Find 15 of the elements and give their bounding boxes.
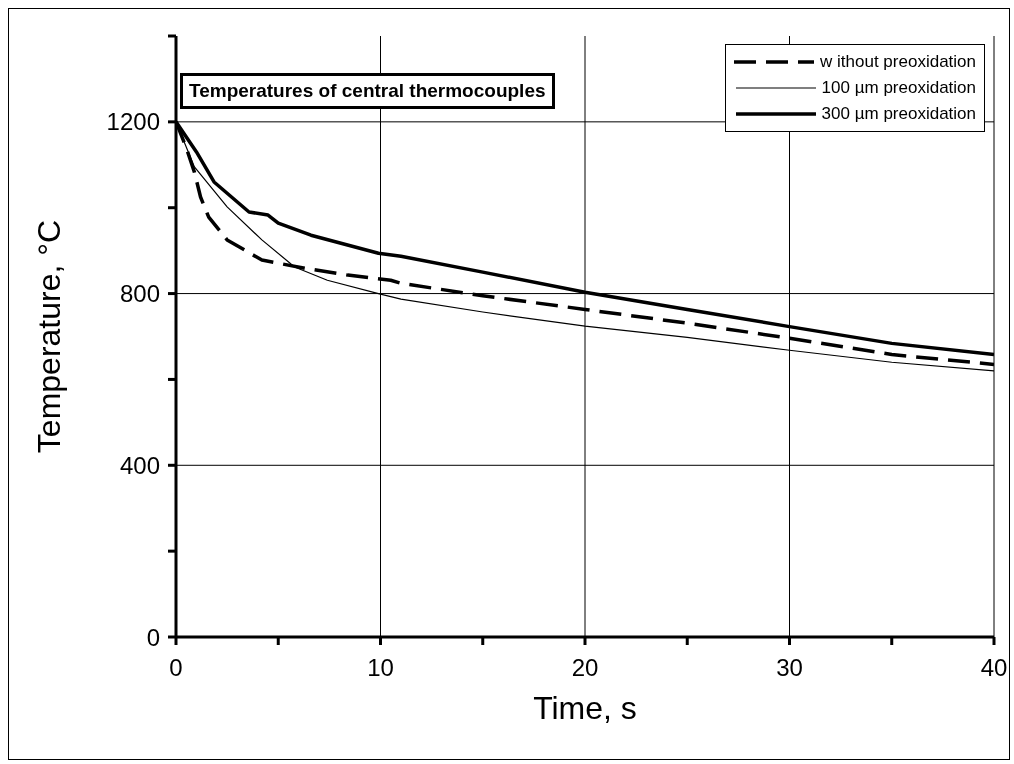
y-tick-label: 0 (146, 623, 160, 651)
x-tick-label: 0 (169, 654, 183, 682)
legend-label: w ithout preoxidation (820, 52, 976, 72)
x-tick-label: 20 (571, 654, 599, 682)
legend-label: 300 µm preoxidation (821, 104, 976, 124)
x-axis-title: Time, s (533, 690, 637, 726)
x-tick-label: 30 (776, 654, 803, 682)
x-tick-label: 40 (980, 654, 1008, 682)
y-tick-label: 1200 (106, 108, 160, 136)
y-tick-label: 400 (119, 451, 160, 479)
text: Temperatures of central thermocouples (180, 73, 555, 109)
y-tick-label: 800 (119, 280, 160, 308)
y-axis-title: Temperature, °C (31, 219, 68, 454)
legend-label: 100 µm preoxidation (821, 78, 976, 98)
x-tick-label: 10 (367, 654, 394, 682)
